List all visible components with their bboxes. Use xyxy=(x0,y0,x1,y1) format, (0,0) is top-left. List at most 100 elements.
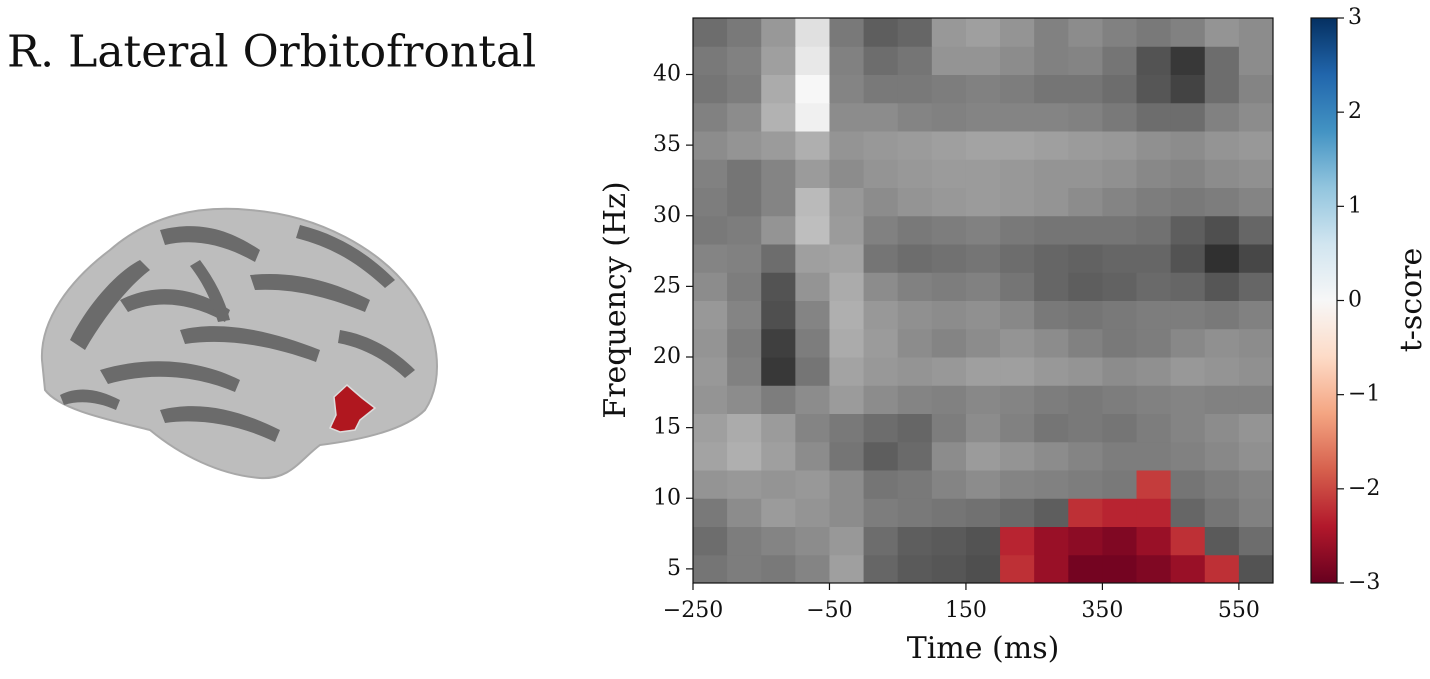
heatmap-cell xyxy=(829,554,865,584)
heatmap-cell xyxy=(795,102,830,132)
heatmap-cell xyxy=(1136,187,1172,217)
x-tick-label: −250 xyxy=(663,598,723,623)
heatmap-cell xyxy=(931,413,967,443)
heatmap-cell xyxy=(795,554,830,584)
heatmap-cell xyxy=(1136,498,1172,527)
heatmap-cell xyxy=(897,526,933,556)
heatmap-cell xyxy=(863,74,899,104)
heatmap-cell xyxy=(1034,131,1069,160)
heatmap-cell xyxy=(1034,102,1069,132)
heatmap-cell xyxy=(1102,470,1138,499)
heatmap-cell xyxy=(1136,74,1172,104)
heatmap-cell xyxy=(795,498,830,527)
sulci xyxy=(60,225,415,442)
heatmap-cell xyxy=(965,498,1001,527)
heatmap-cell xyxy=(931,74,967,104)
heatmap-cell xyxy=(829,470,865,499)
heatmap-cell xyxy=(829,244,865,273)
heatmap-cell xyxy=(1204,470,1240,499)
heatmap-cell xyxy=(1000,18,1035,47)
heatmap-cell xyxy=(1068,441,1103,471)
heatmap-cell xyxy=(795,244,830,273)
heatmap-cell xyxy=(897,102,933,132)
heatmap-cell xyxy=(1034,18,1069,47)
heatmap-cell xyxy=(1000,159,1035,188)
heatmap-cell xyxy=(1102,215,1138,245)
heatmap-cell xyxy=(965,470,1001,499)
heatmap-cell xyxy=(1136,131,1172,160)
heatmap-cell xyxy=(1068,46,1103,75)
heatmap-cell xyxy=(1102,526,1138,556)
heatmap-cell xyxy=(761,102,796,132)
heatmap-cell xyxy=(931,46,967,75)
heatmap-cell xyxy=(693,413,728,443)
heatmap-cell xyxy=(761,328,796,358)
heatmap-cell xyxy=(1068,498,1103,527)
heatmap-cell xyxy=(897,498,933,527)
heatmap-cell xyxy=(1034,385,1069,414)
heatmap xyxy=(693,18,1274,584)
heatmap-cell xyxy=(795,215,830,245)
heatmap-cell xyxy=(1068,74,1103,104)
heatmap-cell xyxy=(693,272,728,301)
heatmap-cell xyxy=(727,131,762,160)
y-axis-label: Frequency (Hz) xyxy=(598,181,633,418)
heatmap-cell xyxy=(863,526,899,556)
heatmap-cell xyxy=(897,554,933,584)
heatmap-cell xyxy=(1034,74,1069,104)
heatmap-cell xyxy=(897,357,933,386)
heatmap-cell xyxy=(1102,18,1138,47)
heatmap-cell xyxy=(1238,74,1274,104)
heatmap-cell xyxy=(897,328,933,358)
heatmap-cell xyxy=(1170,385,1206,414)
heatmap-cell xyxy=(863,554,899,584)
heatmap-cell xyxy=(727,46,762,75)
heatmap-cell xyxy=(965,244,1001,273)
colorbar-tick-label: 3 xyxy=(1348,5,1362,30)
heatmap-cell xyxy=(1136,385,1172,414)
heatmap-cell xyxy=(1238,46,1274,75)
colorbar-tick-label: −3 xyxy=(1348,570,1380,595)
heatmap-cell xyxy=(1204,131,1240,160)
heatmap-cell xyxy=(795,131,830,160)
heatmap-cell xyxy=(795,357,830,386)
heatmap-cell xyxy=(965,441,1001,471)
heatmap-cell xyxy=(1034,328,1069,358)
heatmap-cell xyxy=(931,131,967,160)
heatmap-cell xyxy=(795,187,830,217)
heatmap-cell xyxy=(1204,102,1240,132)
heatmap-cell xyxy=(761,215,796,245)
heatmap-cell xyxy=(1102,554,1138,584)
heatmap-cell xyxy=(693,131,728,160)
heatmap-cell xyxy=(1000,413,1035,443)
heatmap-cell xyxy=(1034,441,1069,471)
heatmap-cell xyxy=(761,18,796,47)
heatmap-cell xyxy=(863,159,899,188)
heatmap-cell xyxy=(1136,102,1172,132)
heatmap-cell xyxy=(863,357,899,386)
heatmap-cell xyxy=(863,187,899,217)
heatmap-cell xyxy=(1068,187,1103,217)
heatmap-cell xyxy=(1238,441,1274,471)
heatmap-cell xyxy=(931,554,967,584)
y-tick-label: 25 xyxy=(653,273,681,298)
heatmap-cell xyxy=(931,272,967,301)
heatmap-cell xyxy=(795,385,830,414)
highlighted-region xyxy=(328,383,377,433)
heatmap-cell xyxy=(863,300,899,330)
heatmap-cell xyxy=(1000,300,1035,330)
heatmap-cell xyxy=(897,46,933,75)
heatmap-cell xyxy=(795,413,830,443)
heatmap-cell xyxy=(1034,244,1069,273)
heatmap-cell xyxy=(1102,159,1138,188)
heatmap-cell xyxy=(1102,272,1138,301)
heatmap-cell xyxy=(693,74,728,104)
heatmap-cell xyxy=(863,46,899,75)
heatmap-cell xyxy=(965,526,1001,556)
heatmap-cell xyxy=(931,526,967,556)
heatmap-cell xyxy=(829,441,865,471)
heatmap-cell xyxy=(693,498,728,527)
heatmap-cell xyxy=(829,357,865,386)
heatmap-cell xyxy=(1238,159,1274,188)
